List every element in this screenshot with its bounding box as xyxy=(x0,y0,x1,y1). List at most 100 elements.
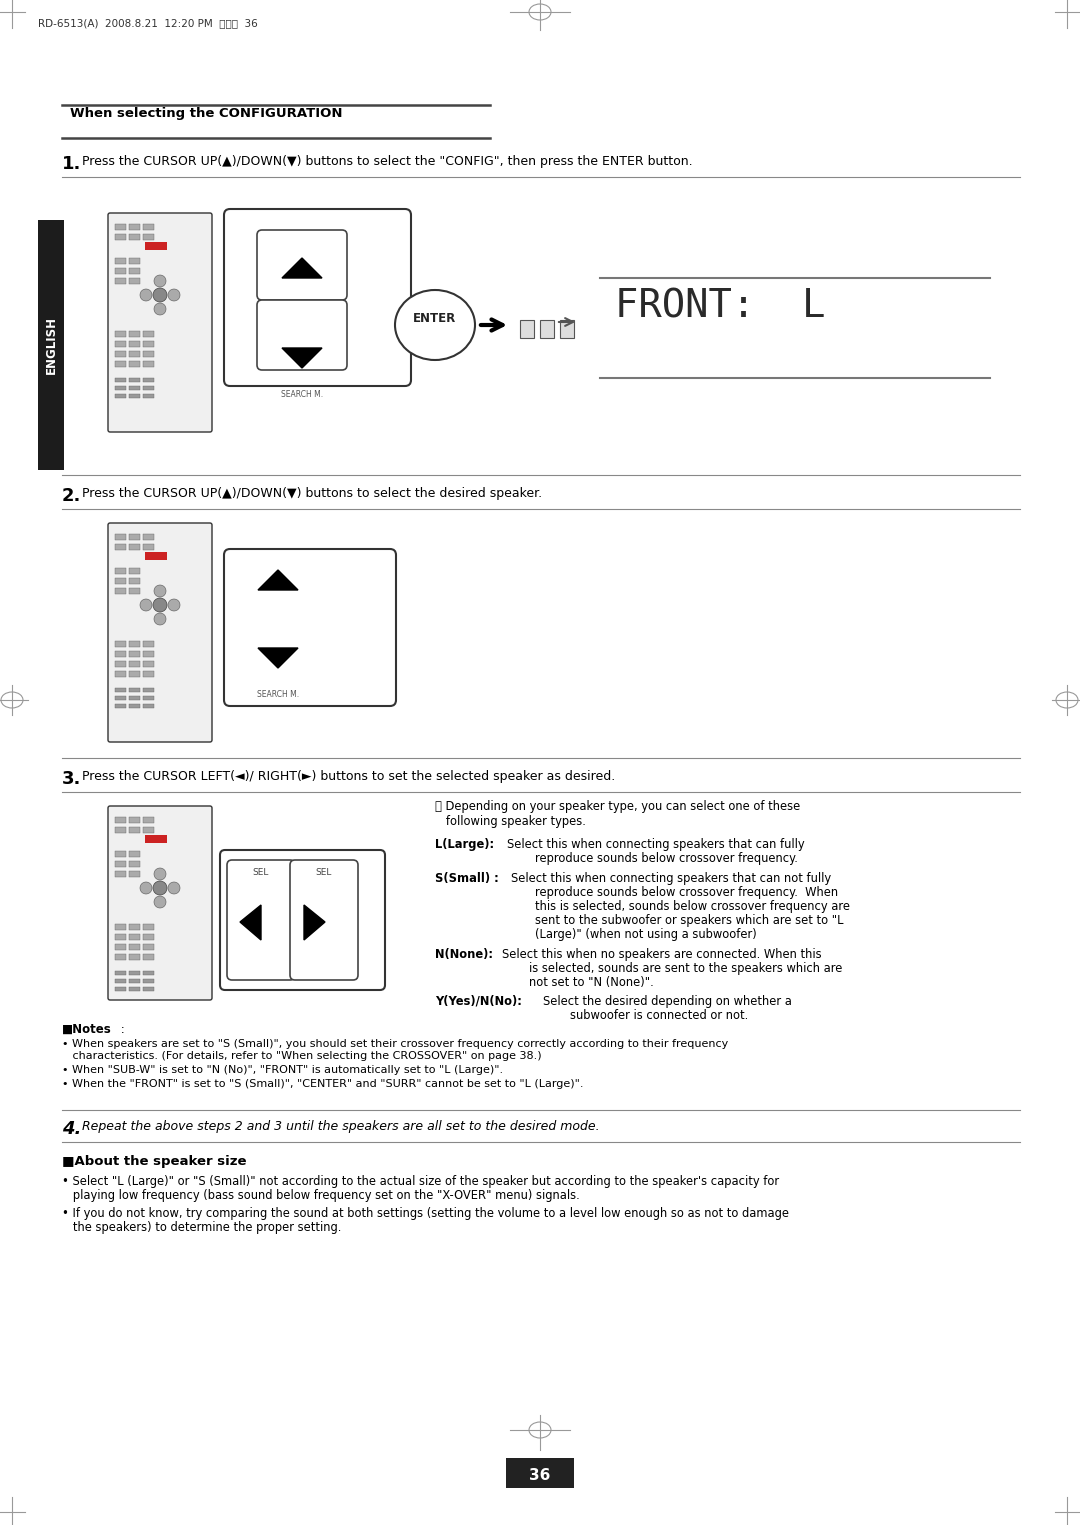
Bar xyxy=(519,320,534,339)
Text: :: : xyxy=(117,1023,125,1035)
Text: ■Notes: ■Notes xyxy=(62,1023,111,1035)
Bar xyxy=(114,705,126,708)
Bar xyxy=(114,924,126,930)
Text: following speaker types.: following speaker types. xyxy=(435,814,585,828)
Bar xyxy=(114,944,126,950)
Text: subwoofer is connected or not.: subwoofer is connected or not. xyxy=(570,1010,748,1022)
Text: Press the CURSOR UP(▲)/DOWN(▼) buttons to select the desired speaker.: Press the CURSOR UP(▲)/DOWN(▼) buttons t… xyxy=(82,486,542,500)
Bar xyxy=(129,393,140,398)
FancyBboxPatch shape xyxy=(108,807,212,1000)
Bar xyxy=(129,971,140,974)
Text: ・ Depending on your speaker type, you can select one of these: ・ Depending on your speaker type, you ca… xyxy=(435,801,800,813)
Bar xyxy=(129,705,140,708)
Text: L(Large):: L(Large): xyxy=(435,839,495,851)
Bar xyxy=(129,351,140,357)
Circle shape xyxy=(154,868,166,880)
Bar xyxy=(114,351,126,357)
Bar xyxy=(143,671,154,677)
Bar xyxy=(129,278,140,284)
Text: not set to "N (None)".: not set to "N (None)". xyxy=(529,976,653,990)
Text: is selected, sounds are sent to the speakers which are: is selected, sounds are sent to the spea… xyxy=(529,962,842,974)
Text: sent to the subwoofer or speakers which are set to "L: sent to the subwoofer or speakers which … xyxy=(535,913,843,927)
Text: reproduce sounds below crossover frequency.  When: reproduce sounds below crossover frequen… xyxy=(535,886,838,900)
Text: this is selected, sounds below crossover frequency are: this is selected, sounds below crossover… xyxy=(535,900,850,913)
Bar xyxy=(129,544,140,551)
Text: (Large)" (when not using a subwoofer): (Large)" (when not using a subwoofer) xyxy=(535,929,757,941)
Bar xyxy=(145,836,167,843)
Bar xyxy=(129,224,140,230)
Text: RD-6513(A)  2008.8.21  12:20 PM  페이지  36: RD-6513(A) 2008.8.21 12:20 PM 페이지 36 xyxy=(38,18,258,27)
Bar xyxy=(114,578,126,584)
Circle shape xyxy=(168,290,180,300)
Text: Y(Yes)/N(No):: Y(Yes)/N(No): xyxy=(435,994,522,1008)
Bar xyxy=(143,933,154,939)
Circle shape xyxy=(168,599,180,612)
Bar xyxy=(129,378,140,381)
Circle shape xyxy=(154,613,166,625)
Bar xyxy=(143,393,154,398)
Bar xyxy=(143,955,154,961)
FancyBboxPatch shape xyxy=(257,300,347,371)
Text: N(None):: N(None): xyxy=(435,949,492,961)
Circle shape xyxy=(153,288,167,302)
Bar xyxy=(143,361,154,368)
Text: • If you do not know, try comparing the sound at both settings (setting the volu: • If you do not know, try comparing the … xyxy=(62,1206,789,1220)
FancyBboxPatch shape xyxy=(257,230,347,300)
Polygon shape xyxy=(240,904,261,939)
Bar xyxy=(114,933,126,939)
Bar xyxy=(129,924,140,930)
Circle shape xyxy=(140,290,152,300)
Bar xyxy=(114,827,126,833)
Text: SEL: SEL xyxy=(253,868,269,877)
Bar xyxy=(114,688,126,692)
FancyBboxPatch shape xyxy=(108,523,212,743)
Polygon shape xyxy=(282,258,322,278)
Bar xyxy=(143,544,154,551)
Bar xyxy=(114,651,126,657)
Bar xyxy=(114,640,126,647)
Text: 4.: 4. xyxy=(62,1119,81,1138)
Text: SEARCH M.: SEARCH M. xyxy=(257,689,299,698)
Bar xyxy=(129,933,140,939)
Bar xyxy=(143,827,154,833)
Bar xyxy=(143,944,154,950)
Text: • When speakers are set to "S (Small)", you should set their crossover frequency: • When speakers are set to "S (Small)", … xyxy=(62,1039,728,1049)
Text: Select this when no speakers are connected. When this: Select this when no speakers are connect… xyxy=(502,949,822,961)
Bar xyxy=(143,987,154,991)
Bar xyxy=(129,671,140,677)
Bar xyxy=(129,331,140,337)
Bar xyxy=(143,688,154,692)
Bar xyxy=(114,361,126,368)
Bar xyxy=(129,944,140,950)
Bar xyxy=(143,224,154,230)
Bar xyxy=(143,351,154,357)
Circle shape xyxy=(154,586,166,596)
Bar xyxy=(129,386,140,390)
Text: SEARCH M.: SEARCH M. xyxy=(281,390,323,400)
Bar xyxy=(129,233,140,239)
Bar xyxy=(114,695,126,700)
Text: 2.: 2. xyxy=(62,486,81,505)
Bar xyxy=(129,534,140,540)
Bar xyxy=(114,258,126,264)
Bar xyxy=(114,955,126,961)
Text: ENGLISH: ENGLISH xyxy=(44,316,57,374)
Bar xyxy=(143,817,154,824)
Bar xyxy=(143,695,154,700)
Bar xyxy=(143,534,154,540)
Bar xyxy=(129,660,140,666)
Bar xyxy=(129,955,140,961)
Text: Repeat the above steps 2 and 3 until the speakers are all set to the desired mod: Repeat the above steps 2 and 3 until the… xyxy=(82,1119,599,1133)
Bar xyxy=(114,268,126,274)
Text: Press the CURSOR UP(▲)/DOWN(▼) buttons to select the "CONFIG", then press the EN: Press the CURSOR UP(▲)/DOWN(▼) buttons t… xyxy=(82,156,692,168)
Ellipse shape xyxy=(395,290,475,360)
Bar xyxy=(145,552,167,560)
Polygon shape xyxy=(303,904,325,939)
Polygon shape xyxy=(258,648,298,668)
Bar xyxy=(129,567,140,573)
Bar xyxy=(145,242,167,250)
Bar xyxy=(143,660,154,666)
Bar xyxy=(129,688,140,692)
Text: S(Small) :: S(Small) : xyxy=(435,872,499,884)
Text: • Select "L (Large)" or "S (Small)" not according to the actual size of the spea: • Select "L (Large)" or "S (Small)" not … xyxy=(62,1174,779,1188)
